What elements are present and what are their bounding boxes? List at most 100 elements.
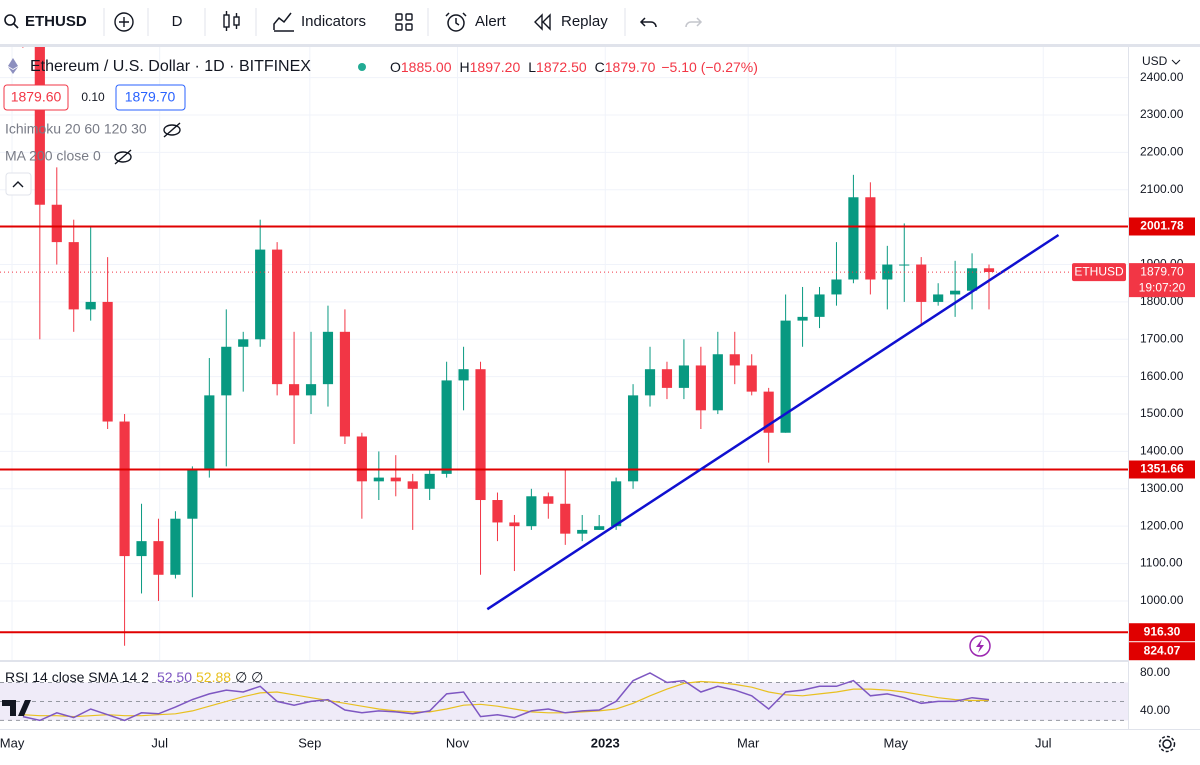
rsi-extra: ∅ ∅ <box>235 669 263 685</box>
compare-button[interactable] <box>114 12 134 32</box>
search-icon[interactable] <box>4 14 16 26</box>
layout-button[interactable] <box>395 13 413 31</box>
price-tag <box>1129 263 1195 298</box>
level-label: 916.30 <box>1144 624 1181 638</box>
alert-button[interactable]: Alert <box>475 13 507 30</box>
candle-body <box>458 369 469 381</box>
ohlc: O1885.00 H1897.20 L1872.50 C1879.70 −5.10 (−… <box>390 59 758 75</box>
change: −5.10 (−0.27%) <box>661 59 758 75</box>
y-tick-label: 2200.00 <box>1140 145 1184 159</box>
candle-body <box>882 264 893 280</box>
y-tick-label: 2100.00 <box>1140 182 1184 196</box>
sell-box[interactable] <box>3 84 69 111</box>
bid[interactable]: 1879.60 <box>11 89 62 105</box>
candle-body <box>475 369 486 501</box>
candle-body <box>611 481 622 527</box>
level-label: 1351.66 <box>1140 462 1184 476</box>
y-tick-label: 2300.00 <box>1140 107 1184 121</box>
candle-body <box>983 268 995 273</box>
x-tick-label: Sep <box>298 735 321 750</box>
level-tag <box>1129 623 1195 642</box>
spread: 0.10 <box>81 90 105 104</box>
x-tick-label: May <box>0 735 25 750</box>
candle-body <box>339 331 351 437</box>
candle-body <box>170 518 181 575</box>
candle-body <box>153 541 164 575</box>
rsi-sma-value: 52.88 <box>196 669 231 685</box>
candle-body <box>814 294 825 317</box>
candle-body <box>543 496 554 504</box>
candle-body <box>356 436 367 482</box>
rsi-pane <box>0 672 1128 722</box>
candle-body <box>288 384 300 396</box>
settings-button[interactable] <box>1158 735 1176 753</box>
price-pane <box>0 47 1128 660</box>
replay-button[interactable]: Replay <box>561 13 608 30</box>
collapse-button[interactable] <box>5 172 32 196</box>
ohlc-key: C <box>595 59 605 75</box>
candle-body <box>661 369 673 388</box>
toolbar: ETHUSD D Indicators Alert Replay <box>0 8 1200 47</box>
ohlc-key: H <box>460 59 470 75</box>
y-tick-label: 1800.00 <box>1140 294 1184 308</box>
candle-body <box>780 320 791 433</box>
logo <box>2 700 31 716</box>
toolbar-border <box>0 44 1200 47</box>
replay-icon[interactable] <box>534 13 551 31</box>
candle-body <box>797 316 808 321</box>
rsi-value: 52.50 <box>157 669 192 685</box>
alert-icon[interactable] <box>445 12 467 32</box>
pane-divider <box>0 660 1128 662</box>
candle-body <box>407 481 418 489</box>
candle-body <box>916 264 927 302</box>
candle-body <box>204 395 215 471</box>
candle-body <box>678 365 690 388</box>
candle-body <box>729 354 740 366</box>
y-tick-label: 1200.00 <box>1140 518 1184 532</box>
candle-body <box>221 346 232 396</box>
redo-button[interactable] <box>685 17 703 28</box>
y-tick-label: 1300.00 <box>1140 481 1184 495</box>
x-tick-label: Nov <box>446 735 470 750</box>
chart-type-button[interactable] <box>223 11 240 31</box>
y-tick-label: 1600.00 <box>1140 369 1184 383</box>
candle-body <box>831 279 842 295</box>
candle-body <box>373 477 384 482</box>
candle-body <box>560 503 571 534</box>
candle-body <box>492 500 503 523</box>
countdown: 19:07:20 <box>1139 280 1186 294</box>
ask[interactable]: 1879.70 <box>125 89 176 105</box>
ohlc-value: 1879.70 <box>605 59 656 75</box>
rsi-sma <box>22 680 989 718</box>
undo-button[interactable] <box>639 17 657 28</box>
buy-box[interactable] <box>115 84 186 111</box>
hidden-icon[interactable] <box>114 122 181 165</box>
level-tag <box>1129 217 1195 236</box>
indicators-icon[interactable] <box>273 12 294 32</box>
candle-body <box>441 380 452 474</box>
candle-body <box>102 301 113 422</box>
market-status <box>358 63 366 71</box>
y-tick-label: 1500.00 <box>1140 406 1184 420</box>
x-tick-label: May <box>884 735 909 750</box>
candle-body <box>526 496 537 527</box>
trendline[interactable] <box>486 233 1060 611</box>
candle-body <box>136 541 147 557</box>
overlay: Ethereum / U.S. Dollar · 1D · BITFINEX O… <box>0 47 1200 753</box>
study-label[interactable]: Ichimoku 20 60 120 30 <box>5 121 147 137</box>
eth-icon <box>8 58 18 74</box>
indicators-button[interactable]: Indicators <box>301 13 366 30</box>
study-label[interactable]: MA 200 close 0 <box>5 148 101 164</box>
candle-body <box>68 242 79 310</box>
candle-body <box>322 331 334 385</box>
candle-body <box>85 301 96 310</box>
ohlc-key: L <box>528 59 536 75</box>
candle-body <box>255 249 266 340</box>
interval[interactable]: D <box>172 13 183 30</box>
candle-body <box>424 473 435 489</box>
currency[interactable]: USD <box>1142 54 1168 68</box>
y-tick-label: 1100.00 <box>1140 556 1183 570</box>
symbol[interactable]: ETHUSD <box>25 13 87 30</box>
rsi-tick-label: 80.00 <box>1140 665 1170 679</box>
symbol-title: Ethereum / U.S. Dollar · 1D · BITFINEX <box>30 58 311 75</box>
